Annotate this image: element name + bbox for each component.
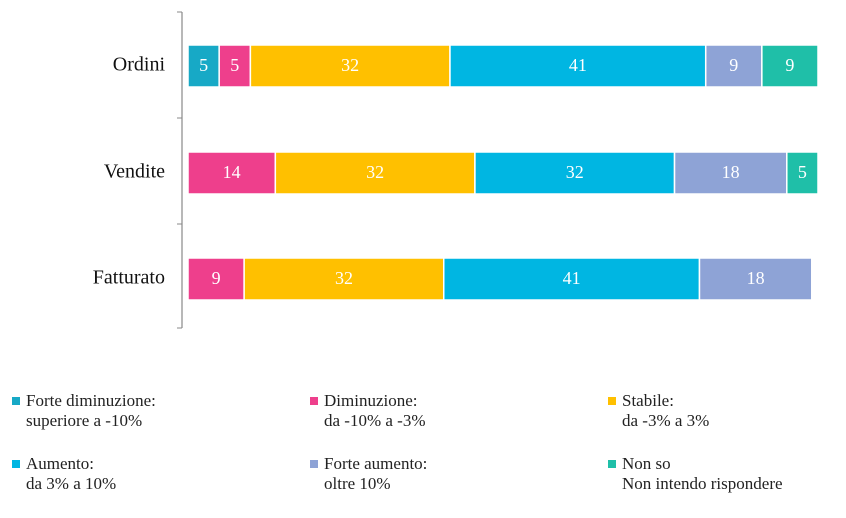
legend-entry: Forte diminuzione: superiore a -10% <box>12 391 156 431</box>
legend-swatch <box>12 460 20 468</box>
value-label: 5 <box>199 55 208 75</box>
value-label: 14 <box>223 162 241 182</box>
legend-swatch <box>608 460 616 468</box>
value-label: 41 <box>563 268 581 288</box>
value-label: 9 <box>212 268 221 288</box>
legend-entry: Non so Non intendo rispondere <box>608 454 783 494</box>
legend-entry: Forte aumento: oltre 10% <box>310 454 427 494</box>
category-label: Fatturato <box>93 267 165 289</box>
bar-segment <box>249 44 451 88</box>
legend-swatch <box>12 397 20 405</box>
legend-label: Stabile: da -3% a 3% <box>622 391 710 430</box>
legend-swatch <box>608 397 616 405</box>
legend-label: Non so Non intendo rispondere <box>622 454 783 493</box>
bar-segment <box>187 151 277 195</box>
value-label: 32 <box>341 55 359 75</box>
value-label: 32 <box>566 162 584 182</box>
legend-label: Aumento: da 3% a 10% <box>26 454 117 493</box>
category-label: Ordini <box>113 54 166 76</box>
value-label: 32 <box>366 162 384 182</box>
value-label: 9 <box>785 55 794 75</box>
bar-segment <box>243 257 445 301</box>
value-label: 18 <box>747 268 765 288</box>
bar-segment <box>698 257 813 301</box>
legend-label: Forte diminuzione: superiore a -10% <box>26 391 156 430</box>
value-label: 18 <box>722 162 740 182</box>
legend-label: Forte aumento: oltre 10% <box>324 454 428 493</box>
bar-segment <box>474 151 676 195</box>
value-label: 41 <box>569 55 587 75</box>
bar-segment <box>786 151 819 195</box>
category-label: Vendite <box>104 161 165 183</box>
legend-swatch <box>310 460 318 468</box>
legend-entry: Stabile: da -3% a 3% <box>608 391 709 431</box>
legend-label: Diminuzione: da -10% a -3% <box>324 391 426 430</box>
bar-segment <box>761 44 819 88</box>
bar-segment <box>704 44 763 88</box>
value-label: 5 <box>798 162 807 182</box>
legend-entry: Aumento: da 3% a 10% <box>12 454 116 494</box>
legend-entry: Diminuzione: da -10% a -3% <box>310 391 426 431</box>
value-label: 32 <box>335 268 353 288</box>
value-label: 9 <box>729 55 738 75</box>
legend-swatch <box>310 397 318 405</box>
value-label: 5 <box>230 55 239 75</box>
